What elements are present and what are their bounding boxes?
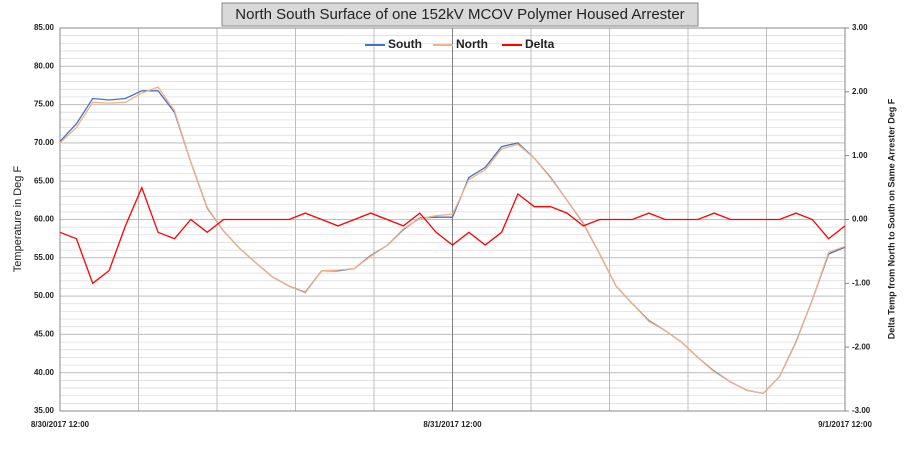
x-tick-label: 8/31/2017 12:00 [423,420,482,429]
y-tick-label: 80.00 [34,61,55,70]
y-tick-label: 40.00 [34,368,55,377]
series-line [59,185,846,285]
plot-frame [59,27,846,412]
y2-tick-label: 1.00 [852,151,868,160]
y2-tick-label: 0.00 [852,215,868,224]
y2-tick-label: 2.00 [852,87,868,96]
y-tick-label: 75.00 [34,100,55,109]
y-tick-label: 70.00 [34,138,55,147]
y-tick-label: 65.00 [34,176,55,185]
series-line [59,86,846,395]
y-tick-label: 35.00 [34,406,55,415]
title-box [221,2,699,27]
y-tick-label: 45.00 [34,330,55,339]
y-tick-label: 50.00 [34,291,55,300]
y-tick-label: 85.00 [34,23,55,32]
x-tick-label: 8/30/2017 12:00 [31,420,90,429]
y2-tick-label: -3.00 [852,406,871,415]
x-tick-label: 9/1/2017 12:00 [818,420,872,429]
y2-tick-label: 3.00 [852,23,868,32]
y-axis-label: Temperature in Deg F [12,166,24,273]
legend-label: North [456,37,488,51]
chart-title: North South Surface of one 152kV MCOV Po… [235,6,684,23]
legend-label: South [388,37,422,51]
y2-axis-label: Delta Temp from North to South on Same A… [886,98,896,339]
y2-tick-label: -2.00 [852,342,871,351]
legend-label: Delta [525,37,555,51]
y-tick-label: 55.00 [34,253,55,262]
y-tick-label: 60.00 [34,215,55,224]
y2-tick-label: -1.00 [852,278,871,287]
